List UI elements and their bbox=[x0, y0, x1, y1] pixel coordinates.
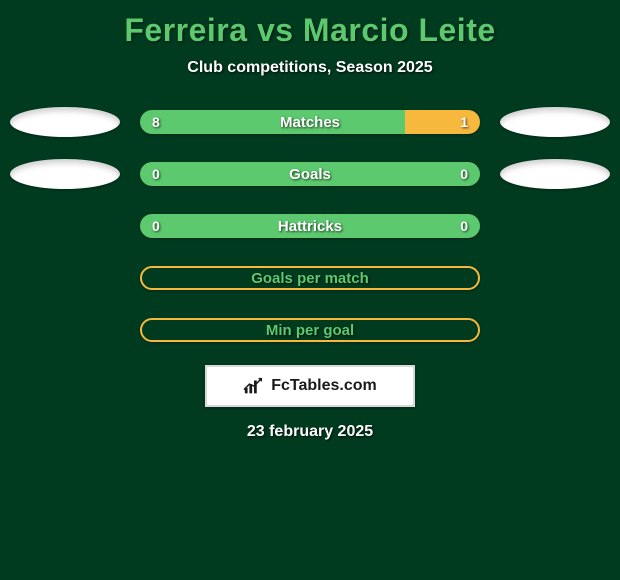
stat-rows: 8 Matches 1 0 Goals 0 0 bbox=[0, 107, 620, 345]
page-title: Ferreira vs Marcio Leite bbox=[0, 12, 620, 49]
comparison-infographic: Ferreira vs Marcio Leite Club competitio… bbox=[0, 0, 620, 441]
spacer bbox=[10, 263, 120, 293]
bar-segment-left bbox=[140, 110, 405, 134]
stat-label: Min per goal bbox=[142, 320, 478, 340]
stat-row: 0 Goals 0 bbox=[0, 159, 620, 189]
brand-logo-box: FcTables.com bbox=[205, 365, 415, 407]
spacer bbox=[10, 211, 120, 241]
stat-bar-mpg: Min per goal bbox=[140, 318, 480, 342]
stat-bar-goals: 0 Goals 0 bbox=[140, 162, 480, 186]
stat-bar-hattricks: 0 Hattricks 0 bbox=[140, 214, 480, 238]
bar-segment-left bbox=[140, 214, 480, 238]
bar-segment-left bbox=[140, 162, 480, 186]
club-logo-right bbox=[500, 107, 610, 137]
spacer bbox=[500, 315, 610, 345]
stat-bar-matches: 8 Matches 1 bbox=[140, 110, 480, 134]
club-logo-left bbox=[10, 159, 120, 189]
brand-name: FcTables.com bbox=[271, 377, 377, 395]
bar-chart-icon bbox=[243, 376, 265, 396]
spacer bbox=[10, 315, 120, 345]
stat-row: Goals per match bbox=[0, 263, 620, 293]
club-logo-left bbox=[10, 107, 120, 137]
stat-label: Goals per match bbox=[142, 268, 478, 288]
stat-row: 8 Matches 1 bbox=[0, 107, 620, 137]
stat-row: 0 Hattricks 0 bbox=[0, 211, 620, 241]
bar-segment-right bbox=[405, 110, 480, 134]
club-logo-right bbox=[500, 159, 610, 189]
stat-row: Min per goal bbox=[0, 315, 620, 345]
date-text: 23 february 2025 bbox=[0, 423, 620, 441]
subtitle: Club competitions, Season 2025 bbox=[0, 59, 620, 77]
spacer bbox=[500, 211, 610, 241]
spacer bbox=[500, 263, 610, 293]
stat-bar-gpm: Goals per match bbox=[140, 266, 480, 290]
